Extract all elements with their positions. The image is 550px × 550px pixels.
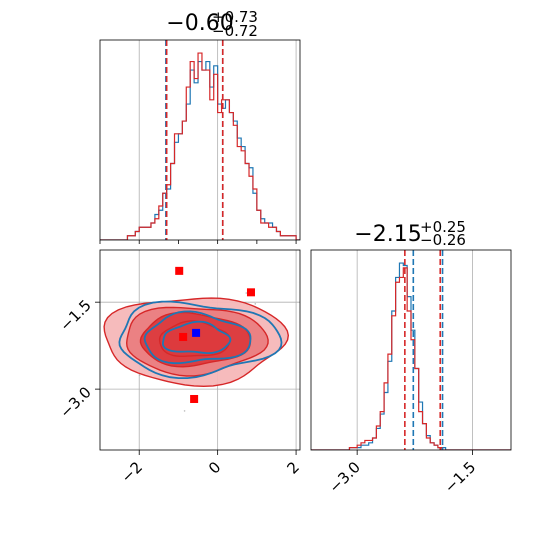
panel-top-title: −0.60 xyxy=(166,11,233,36)
contour-ytick-label: −3.0 xyxy=(56,383,94,421)
panel-top-histogram: −0.60 +0.73 −0.72 xyxy=(99,8,301,244)
right-hist-series-1 xyxy=(311,267,511,450)
marker-square-1 xyxy=(246,288,255,297)
right-hist-tick-label: −1.5 xyxy=(441,458,479,496)
panel-right-histogram: −3.0 −1.5 −2.15 +0.25 −0.26 xyxy=(310,218,512,497)
panel-right-grid xyxy=(356,250,473,450)
right-hist-tick-label: −3.0 xyxy=(325,458,363,496)
panel-contour: −2 0 2 −1.5 −3.0 xyxy=(53,249,306,486)
panel-contour-marks xyxy=(53,266,306,412)
scatter-point xyxy=(138,374,141,377)
scatter-point xyxy=(98,347,100,349)
scatter-point xyxy=(245,292,248,294)
panel-top-title-value: −0.60 xyxy=(166,11,233,36)
panel-right-frame-bg xyxy=(311,250,511,450)
red-contour-3 xyxy=(158,320,231,357)
panel-top-title-lower: −0.72 xyxy=(212,22,258,40)
scatter-point xyxy=(53,319,55,321)
blue-contour-0 xyxy=(118,300,283,379)
panel-top-frame xyxy=(99,39,301,241)
contour-xtick-label: −2 xyxy=(118,458,146,486)
marker-square-3 xyxy=(190,394,199,403)
panel-right-title-value: −2.15 xyxy=(354,222,421,247)
blue-contour-2 xyxy=(161,320,232,355)
panel-right-title-lower: −0.26 xyxy=(420,231,466,249)
contour-xtick-label: 2 xyxy=(283,458,302,477)
panel-right-title-upper: +0.25 xyxy=(420,218,466,236)
panel-top-ticks xyxy=(99,240,297,244)
contour-xtick-label: 0 xyxy=(205,458,224,477)
panel-top-marks xyxy=(100,40,300,240)
panel-top-frame-bg xyxy=(100,40,300,240)
contour-ytick-label: −1.5 xyxy=(56,296,94,334)
marker-square-0 xyxy=(175,266,184,275)
panel-right-frame xyxy=(310,249,512,451)
top-hist-series-1 xyxy=(100,52,300,240)
scatter-point xyxy=(254,303,257,305)
scatter-point xyxy=(304,339,306,341)
panel-right-marks xyxy=(311,250,511,450)
marker-square-4 xyxy=(192,328,201,337)
marker-square-2 xyxy=(179,332,188,341)
scatter-point xyxy=(183,410,186,412)
panel-top-title-upper: +0.73 xyxy=(212,8,258,26)
panel-contour-frame xyxy=(99,249,301,451)
panel-right-ticks: −3.0 −1.5 xyxy=(325,450,479,497)
blue-contour-1 xyxy=(143,310,252,365)
panel-right-title: −2.15 xyxy=(354,222,421,247)
